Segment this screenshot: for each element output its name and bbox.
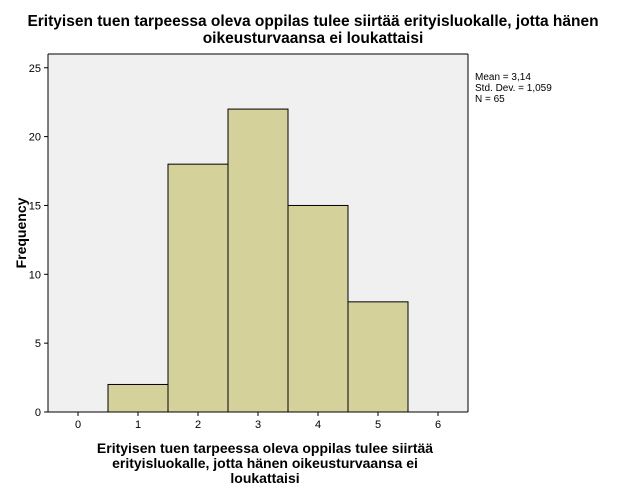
chart-title-line-2: oikeusturvaansa ei loukattaisi (202, 30, 424, 47)
histogram-bar-5 (347, 301, 409, 413)
stat-n: N = 65 (475, 94, 505, 105)
y-tick-label-0: 0 (35, 407, 41, 419)
y-tick-label-20: 20 (29, 132, 41, 144)
histogram-bar-1 (107, 383, 169, 413)
histogram-bar-2 (167, 163, 229, 413)
x-axis-label-line-3: loukattaisi (230, 470, 300, 486)
histogram-bar-4 (287, 204, 349, 413)
y-tick-label-15: 15 (29, 200, 41, 212)
stat-std-dev: Std. Dev. = 1,059 (475, 83, 552, 94)
chart-title-line-1: Erityisen tuen tarpeessa oleva oppilas t… (27, 13, 599, 30)
histogram-bar-3 (227, 108, 289, 413)
x-axis-label: Erityisen tuen tarpeessa oleva oppilas t… (40, 441, 490, 486)
x-tick-label-1: 1 (135, 419, 141, 431)
x-tick-label-5: 5 (375, 419, 381, 431)
x-axis-label-line-1: Erityisen tuen tarpeessa oleva oppilas t… (96, 440, 434, 456)
x-tick-label-3: 3 (255, 419, 261, 431)
chart-title: Erityisen tuen tarpeessa oleva oppilas t… (0, 13, 626, 47)
stat-mean: Mean = 3,14 (475, 72, 531, 83)
x-tick-label-4: 4 (315, 419, 321, 431)
y-tick-label-25: 25 (29, 63, 41, 75)
y-tick-label-10: 10 (29, 269, 41, 281)
x-tick-label-6: 6 (435, 419, 441, 431)
statistics-box: Mean = 3,14 Std. Dev. = 1,059 N = 65 (475, 72, 552, 105)
y-tick-label-5: 5 (35, 338, 41, 350)
x-tick-label-2: 2 (195, 419, 201, 431)
y-axis-label: Frequency (13, 197, 29, 268)
x-tick-label-0: 0 (75, 419, 81, 431)
x-axis-label-line-2: erityisluokalle, jotta hänen oikeusturva… (112, 455, 418, 471)
